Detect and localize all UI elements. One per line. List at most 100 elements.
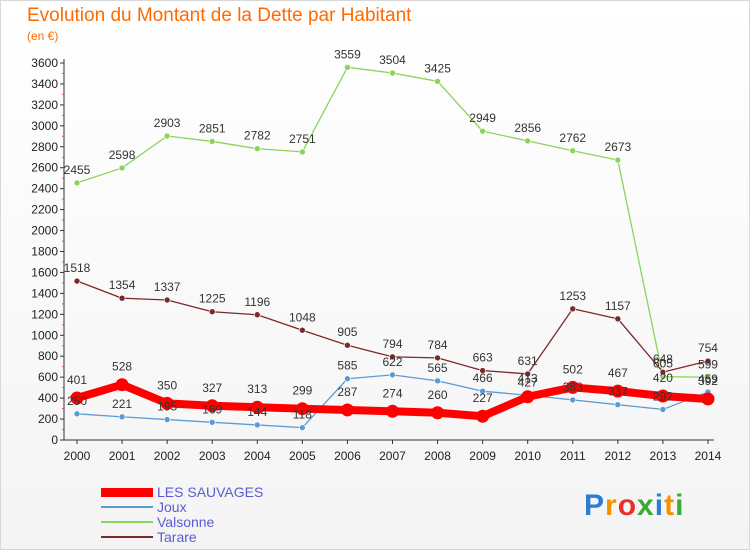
data-point-joux — [569, 396, 577, 404]
data-point-valsonne — [163, 132, 171, 140]
data-label-joux: 565 — [428, 361, 448, 375]
data-label-tarare: 794 — [382, 337, 402, 351]
data-point-valsonne — [434, 78, 441, 85]
data-label-valsonne: 2673 — [604, 140, 631, 154]
data-point-joux — [479, 387, 486, 395]
data-label-les-sauvages: 274 — [382, 386, 402, 400]
data-label-valsonne: 2762 — [559, 131, 586, 145]
data-label-les-sauvages: 227 — [473, 391, 493, 405]
data-label-joux: 459 — [698, 372, 718, 386]
data-point-joux — [344, 375, 351, 383]
data-label-tarare: 631 — [518, 354, 538, 368]
x-tick-label: 2007 — [379, 449, 406, 463]
data-label-valsonne: 2856 — [514, 121, 541, 135]
series-layer — [70, 63, 715, 431]
y-tick-label: 2400 — [31, 182, 58, 196]
data-point-joux — [389, 371, 396, 379]
data-label-joux: 250 — [67, 394, 87, 408]
data-label-valsonne: 3559 — [334, 47, 361, 61]
y-tick-label: 1600 — [31, 265, 58, 279]
data-point-valsonne — [479, 127, 486, 135]
data-label-valsonne: 3425 — [424, 61, 451, 75]
data-label-tarare: 1354 — [109, 278, 136, 292]
data-label-valsonne: 2949 — [469, 111, 496, 125]
y-tick-label: 2000 — [31, 224, 58, 238]
data-label-les-sauvages: 313 — [247, 382, 267, 396]
data-point-valsonne — [389, 69, 396, 77]
data-point-tarare — [569, 305, 577, 313]
y-tick-label: 200 — [38, 412, 58, 426]
data-point-tarare — [118, 294, 126, 302]
x-tick-label: 2014 — [695, 449, 722, 463]
data-label-valsonne: 2751 — [289, 132, 316, 146]
logo-letter: r — [605, 489, 618, 522]
x-tick-label: 2009 — [469, 449, 496, 463]
data-label-joux: 169 — [202, 402, 222, 416]
x-tick-label: 2012 — [604, 449, 631, 463]
data-label-valsonne: 2903 — [154, 116, 181, 130]
logo-letter: i — [654, 489, 665, 522]
x-tick-label: 2001 — [109, 449, 136, 463]
data-point-les-sauvages — [701, 392, 715, 406]
data-point-les-sauvages — [250, 400, 264, 414]
data-label-tarare: 905 — [337, 325, 357, 339]
data-label-joux: 466 — [473, 371, 493, 385]
logo-letter: i — [675, 489, 685, 522]
data-point-valsonne — [614, 156, 622, 164]
data-point-tarare — [389, 353, 396, 361]
series-line-valsonne — [76, 66, 709, 378]
data-label-tarare: 1253 — [559, 289, 586, 303]
y-tick-label: 1200 — [31, 307, 58, 321]
data-point-les-sauvages — [431, 406, 445, 420]
data-point-valsonne — [299, 148, 306, 156]
chart-subtitle: (en €) — [27, 29, 59, 43]
data-point-joux — [208, 419, 216, 426]
data-label-tarare: 784 — [428, 338, 448, 352]
data-label-les-sauvages: 287 — [337, 385, 357, 399]
data-label-valsonne: 2455 — [64, 163, 91, 177]
legend-swatch — [101, 536, 153, 538]
data-label-les-sauvages: 260 — [428, 388, 448, 402]
data-point-les-sauvages — [70, 391, 84, 405]
y-tick-label: 1000 — [31, 328, 58, 342]
data-label-valsonne: 2598 — [109, 148, 136, 162]
data-point-joux — [163, 416, 171, 423]
data-point-les-sauvages — [566, 380, 580, 394]
x-tick-label: 2006 — [334, 449, 361, 463]
x-tick-label: 2008 — [424, 449, 451, 463]
data-label-joux: 195 — [157, 400, 177, 414]
data-point-joux — [118, 413, 126, 421]
data-label-tarare: 1225 — [199, 292, 226, 306]
data-point-valsonne — [118, 164, 126, 172]
data-label-joux: 118 — [293, 408, 312, 422]
x-tick-label: 2002 — [154, 449, 181, 463]
x-tick-label: 2011 — [560, 449, 586, 463]
data-label-tarare: 663 — [473, 351, 493, 365]
logo-letter: P — [584, 489, 606, 522]
data-point-valsonne — [524, 137, 532, 145]
data-label-joux: 427 — [518, 375, 538, 389]
data-point-les-sauvages — [521, 390, 535, 404]
data-label-les-sauvages: 350 — [157, 378, 177, 392]
logo-letter: o — [617, 489, 638, 522]
y-tick-label: 2600 — [31, 161, 58, 175]
data-point-les-sauvages — [295, 402, 309, 416]
data-label-les-sauvages: 502 — [563, 362, 583, 376]
proxiti-logo: Proxiti — [584, 489, 684, 523]
data-point-joux — [253, 421, 261, 429]
data-label-joux: 622 — [382, 355, 402, 369]
data-point-joux — [73, 410, 81, 418]
legend-label: LES SAUVAGES — [157, 484, 264, 500]
axes: 0 200 400 600 800 1000 1200 1400 1600 1800 2000 220… — [31, 56, 721, 463]
x-tick-label: 2005 — [289, 449, 316, 463]
data-label-joux: 144 — [247, 405, 267, 419]
data-label-valsonne: 599 — [698, 357, 718, 371]
data-label-joux: 383 — [563, 380, 583, 394]
data-label-les-sauvages: 413 — [518, 372, 538, 386]
data-point-les-sauvages — [205, 399, 219, 413]
y-tick-label: 1800 — [31, 245, 58, 259]
legend-swatch — [101, 521, 153, 523]
y-tick-label: 3000 — [31, 119, 58, 133]
data-point-les-sauvages — [656, 389, 670, 403]
